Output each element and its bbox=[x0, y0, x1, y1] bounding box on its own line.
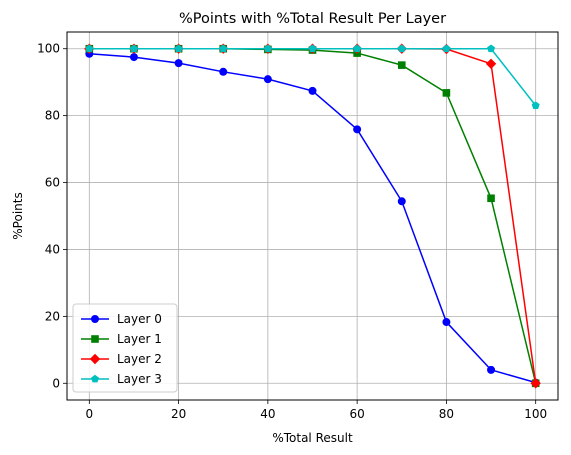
legend-marker bbox=[91, 335, 99, 343]
chart-title: %Points with %Total Result Per Layer bbox=[179, 11, 446, 27]
data-point bbox=[530, 378, 541, 389]
legend-label: Layer 1 bbox=[117, 332, 162, 346]
data-point bbox=[442, 44, 451, 53]
data-point bbox=[397, 61, 406, 69]
data-point bbox=[487, 365, 496, 374]
data-point bbox=[487, 194, 495, 203]
x-tick-label: 80 bbox=[439, 407, 454, 421]
data-point bbox=[174, 59, 183, 68]
data-point bbox=[353, 125, 362, 134]
y-tick-label: 60 bbox=[45, 176, 60, 190]
axis-ticks: 0 20 40 60 80 100 0 20 40 60 80 100 bbox=[37, 42, 547, 421]
legend-marker bbox=[89, 353, 101, 365]
legend-label: Layer 3 bbox=[117, 372, 162, 386]
y-tick-label: 20 bbox=[45, 309, 60, 323]
data-point bbox=[442, 318, 451, 327]
data-point bbox=[129, 44, 138, 53]
legend-marker bbox=[91, 374, 99, 383]
data-point bbox=[397, 44, 406, 53]
legend-box bbox=[72, 303, 178, 393]
y-tick-label: 80 bbox=[45, 109, 60, 123]
data-point bbox=[487, 44, 496, 53]
x-axis-label: %Total Result bbox=[272, 431, 353, 445]
x-tick-label: 60 bbox=[349, 407, 364, 421]
data-point bbox=[85, 44, 94, 53]
x-tick-label: 20 bbox=[171, 407, 186, 421]
x-tick-label: 40 bbox=[260, 407, 275, 421]
x-tick-label: 0 bbox=[85, 407, 93, 421]
data-point bbox=[397, 197, 406, 206]
data-point bbox=[263, 75, 272, 84]
data-point bbox=[219, 44, 228, 53]
data-point bbox=[308, 86, 317, 95]
legend-label: Layer 2 bbox=[117, 352, 162, 366]
data-point bbox=[263, 44, 272, 53]
data-point bbox=[442, 89, 451, 97]
legend-label: Layer 0 bbox=[117, 312, 162, 326]
series-line bbox=[89, 47, 537, 107]
legend: Layer 0 Layer 1 Layer 2 Layer 3 bbox=[72, 303, 178, 393]
x-tick-label: 100 bbox=[524, 407, 547, 421]
data-point bbox=[129, 53, 138, 62]
data-point bbox=[174, 44, 183, 53]
legend-marker bbox=[91, 315, 99, 323]
series-layer-3 bbox=[85, 44, 540, 109]
data-point bbox=[531, 101, 540, 109]
plot-frame bbox=[66, 31, 559, 401]
series-lines bbox=[84, 43, 541, 389]
data-point bbox=[219, 67, 228, 76]
y-tick-label: 40 bbox=[45, 242, 60, 256]
y-tick-label: 0 bbox=[52, 376, 60, 390]
data-point bbox=[485, 58, 497, 69]
data-point bbox=[353, 44, 362, 53]
data-point bbox=[308, 44, 317, 53]
y-axis-label: %Points bbox=[11, 192, 25, 239]
y-tick-label: 100 bbox=[37, 42, 60, 56]
